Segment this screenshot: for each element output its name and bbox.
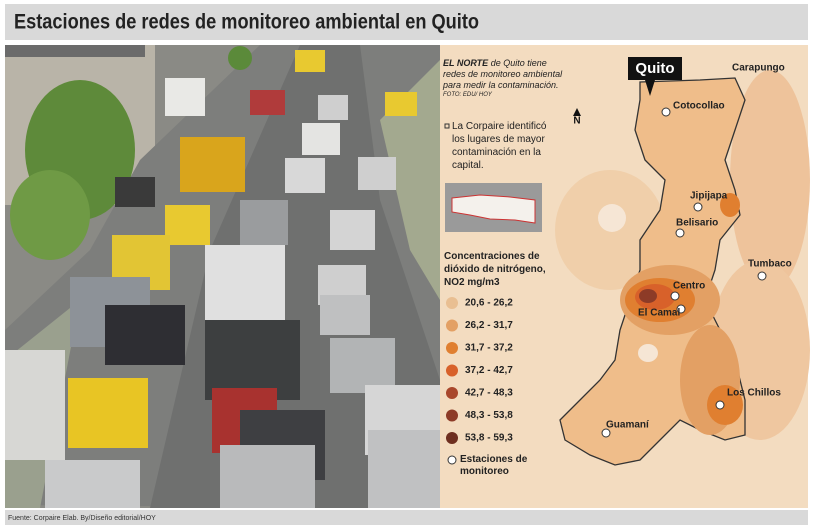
station-dot bbox=[676, 304, 686, 314]
station-label: El Camal bbox=[638, 308, 680, 319]
legend-swatch bbox=[446, 387, 458, 399]
station-dot bbox=[757, 271, 767, 281]
legend-label: 31,7 - 37,2 bbox=[465, 343, 513, 354]
station-label: Cotocollao bbox=[673, 101, 725, 112]
inset-shape bbox=[451, 194, 536, 224]
city-pointer bbox=[645, 80, 655, 96]
legend-title: Concentraciones de dióxido de nitrógeno,… bbox=[444, 251, 546, 288]
photo bbox=[5, 45, 440, 508]
legend-label: 42,7 - 48,3 bbox=[465, 388, 513, 399]
station-label: Tumbaco bbox=[748, 259, 792, 270]
footer-bar bbox=[5, 510, 808, 525]
caption-lead: EL NORTE bbox=[443, 58, 489, 68]
caption-text: de Quito tiene redes de monitoreo ambien… bbox=[443, 58, 563, 90]
station-dot bbox=[601, 428, 611, 438]
title: Estaciones de redes de monitoreo ambient… bbox=[14, 11, 479, 34]
header-bar bbox=[5, 4, 808, 40]
station-label: Belisario bbox=[676, 218, 718, 229]
footer: Fuente: Corpaire Elab. By/Diseño editori… bbox=[8, 515, 156, 522]
legend-stations: Estaciones de monitoreo bbox=[460, 454, 528, 477]
station-label: Guamaní bbox=[606, 420, 650, 431]
note: La Corpaire identificó los lugares de ma… bbox=[452, 121, 547, 171]
photo-credit: FOTO: EDU/ HOY bbox=[443, 92, 492, 98]
station-dot bbox=[675, 228, 685, 238]
legend-swatch bbox=[446, 342, 458, 354]
pollution-areas bbox=[598, 193, 743, 435]
city-label-box bbox=[628, 57, 682, 80]
legend-label: 53,8 - 59,3 bbox=[465, 433, 513, 444]
legend: 20,6 - 26,2 26,2 - 31,7 31,7 - 37,2 37,2 - … bbox=[446, 297, 513, 444]
legend-label: 26,2 - 31,7 bbox=[465, 320, 513, 331]
station-label: Carapungo bbox=[732, 63, 785, 74]
legend-label: 48,3 - 53,8 bbox=[465, 410, 513, 421]
north-label: N bbox=[573, 116, 580, 127]
legend-label: 37,2 - 42,7 bbox=[465, 365, 513, 376]
station-dot bbox=[715, 400, 725, 410]
legend-swatch bbox=[446, 432, 458, 444]
legend-swatch bbox=[446, 319, 458, 332]
cars bbox=[45, 50, 440, 508]
legend-swatch bbox=[446, 364, 458, 377]
north-arrow bbox=[573, 108, 581, 116]
station-label: Jipijapa bbox=[690, 191, 728, 202]
note-bullet bbox=[444, 123, 450, 129]
legend-swatch bbox=[446, 297, 458, 309]
legend-label: 20,6 - 26,2 bbox=[465, 298, 513, 309]
station-label: Los Chillos bbox=[727, 388, 781, 399]
station-label: Centro bbox=[673, 281, 705, 292]
station-dot bbox=[670, 291, 680, 301]
station-dot bbox=[661, 107, 671, 117]
caption: EL NORTE de Quito tiene redes de monitor… bbox=[443, 58, 568, 99]
city-label: Quito bbox=[635, 60, 674, 77]
stations: Carapungo Cotocollao Jipijapa Belisario … bbox=[601, 63, 792, 438]
legend-station-dot bbox=[447, 455, 457, 465]
legend-swatch bbox=[446, 409, 458, 422]
station-dot bbox=[693, 202, 703, 212]
